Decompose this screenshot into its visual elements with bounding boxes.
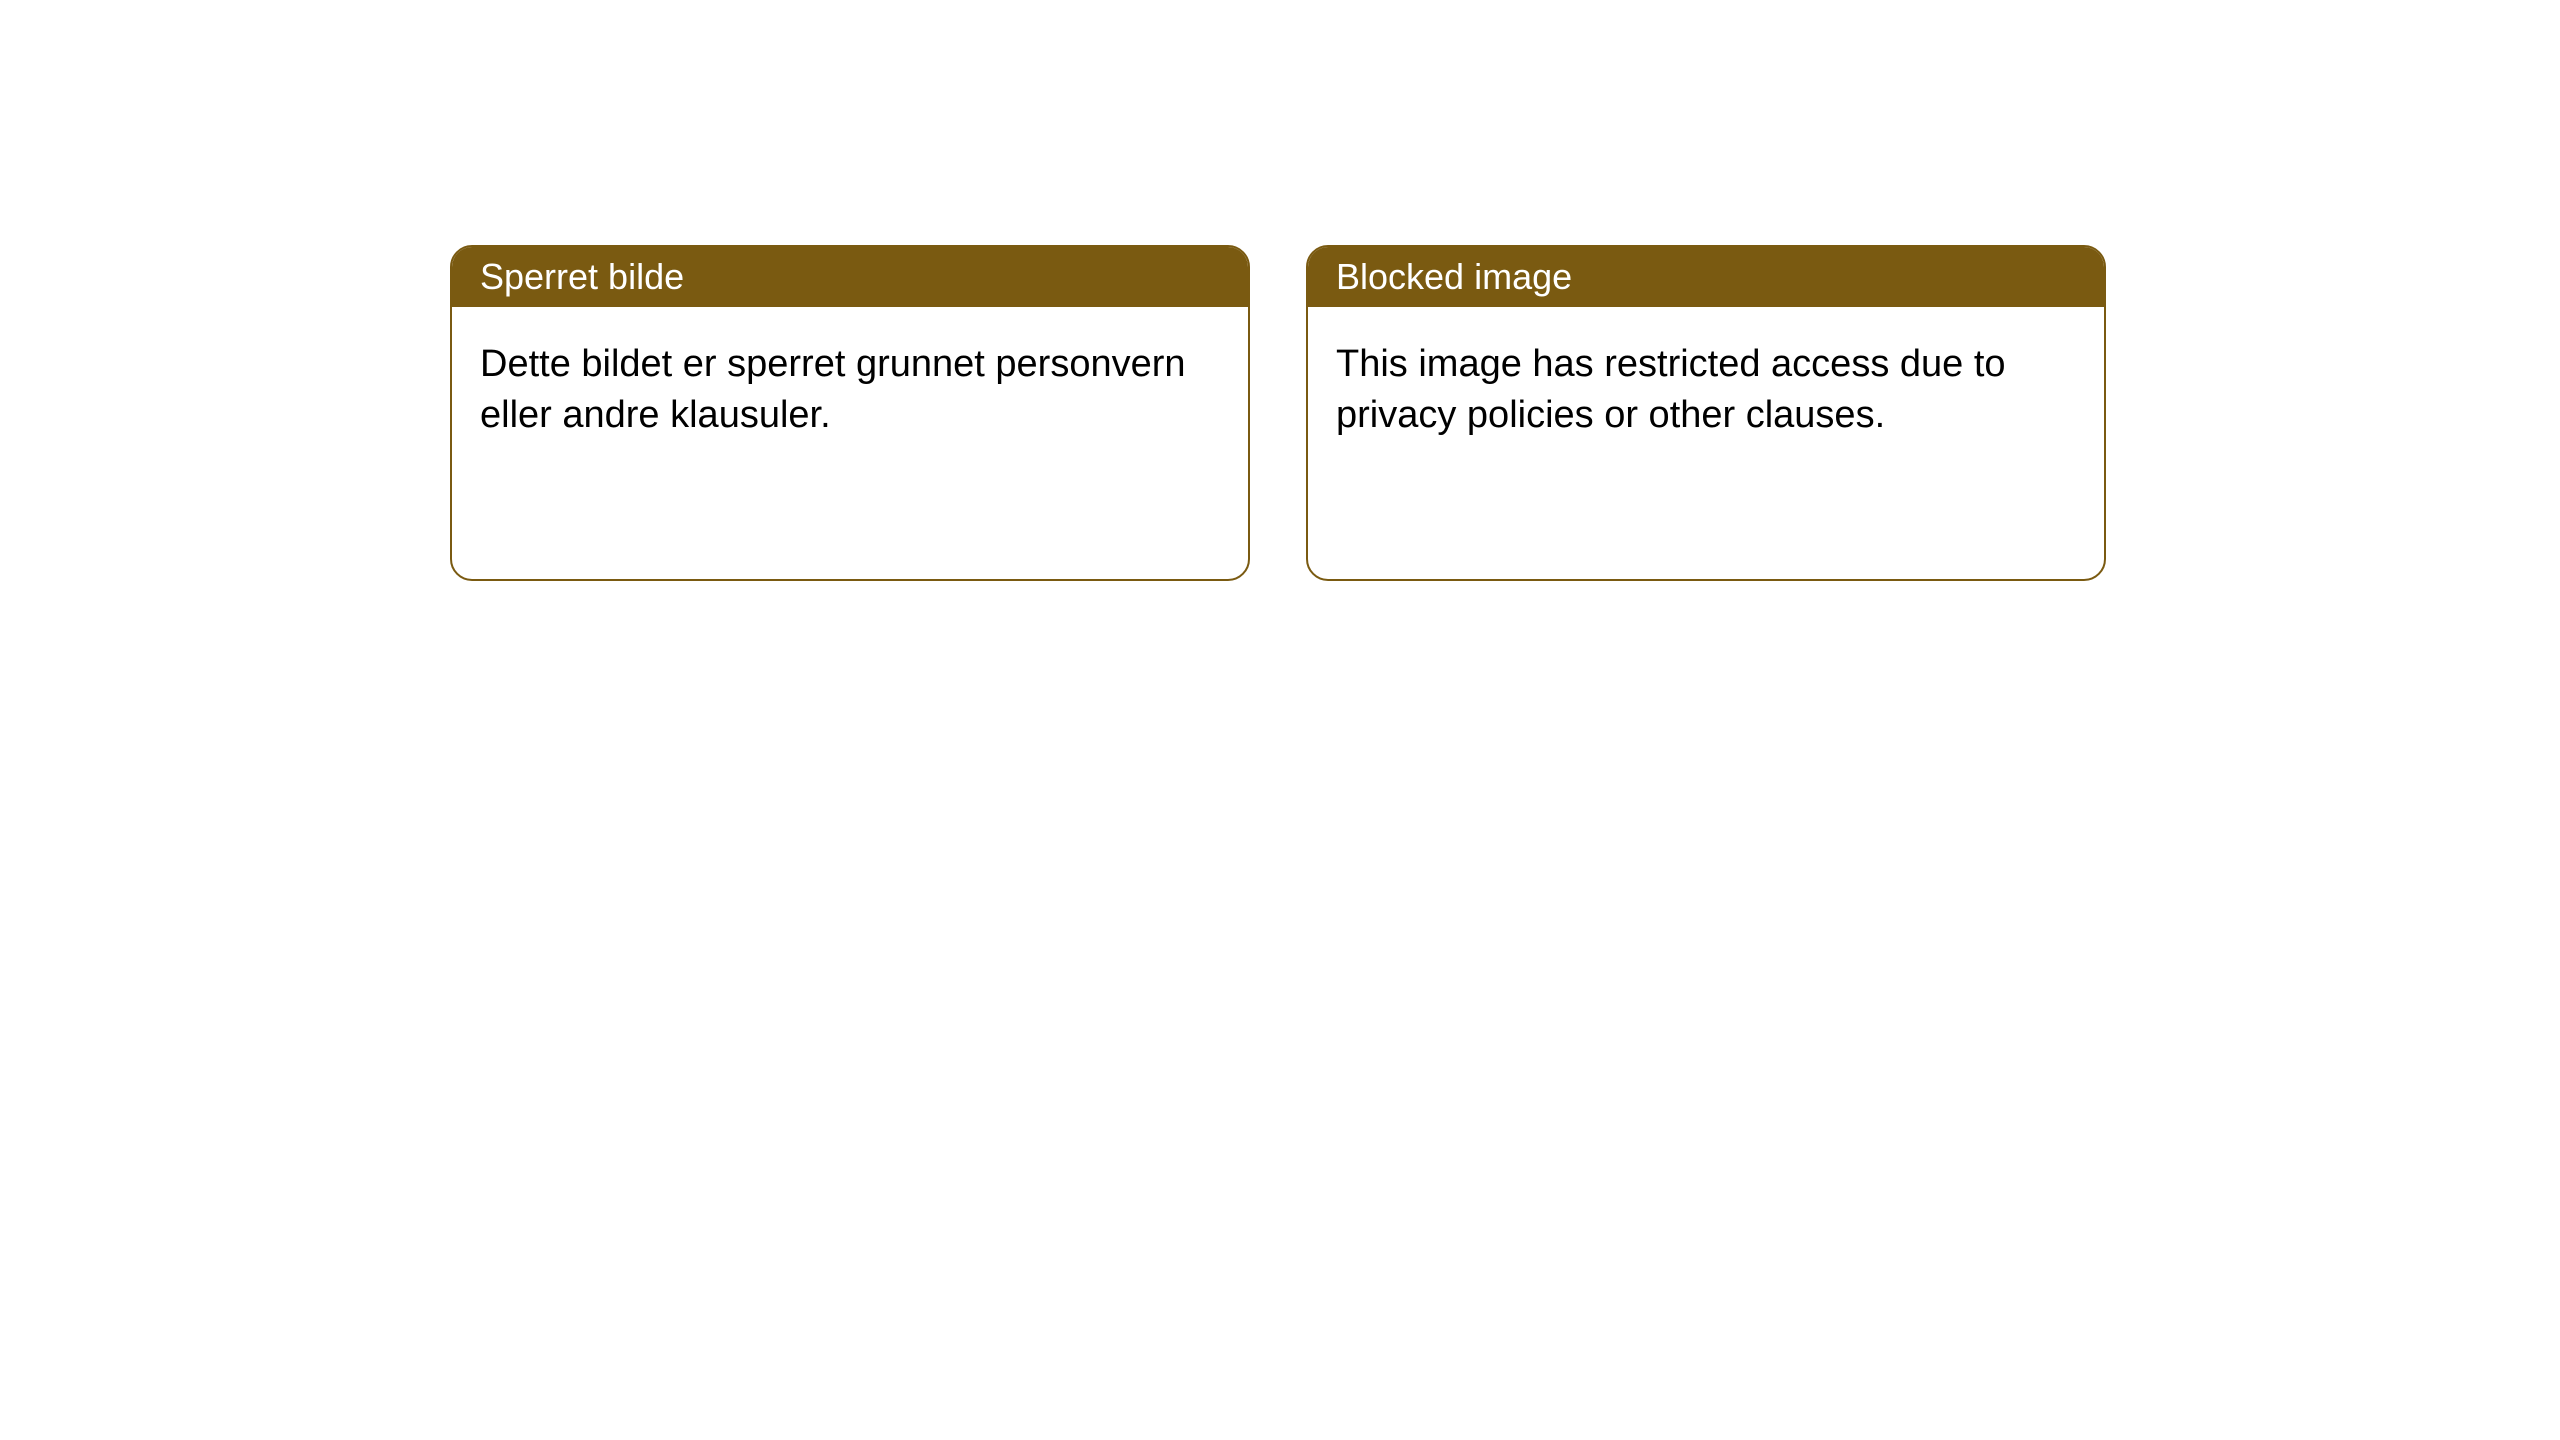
notice-card-header-no: Sperret bilde (452, 247, 1248, 307)
notice-card-text-en: This image has restricted access due to … (1336, 339, 2076, 442)
notice-card-text-no: Dette bildet er sperret grunnet personve… (480, 339, 1220, 442)
notice-cards-row: Sperret bilde Dette bildet er sperret gr… (450, 245, 2106, 581)
page: Sperret bilde Dette bildet er sperret gr… (0, 0, 2560, 1440)
notice-card-body-no: Dette bildet er sperret grunnet personve… (452, 307, 1248, 470)
notice-card-title-en: Blocked image (1336, 256, 1572, 298)
notice-card-header-en: Blocked image (1308, 247, 2104, 307)
notice-card-no: Sperret bilde Dette bildet er sperret gr… (450, 245, 1250, 581)
notice-card-en: Blocked image This image has restricted … (1306, 245, 2106, 581)
notice-card-title-no: Sperret bilde (480, 256, 684, 298)
notice-card-body-en: This image has restricted access due to … (1308, 307, 2104, 470)
